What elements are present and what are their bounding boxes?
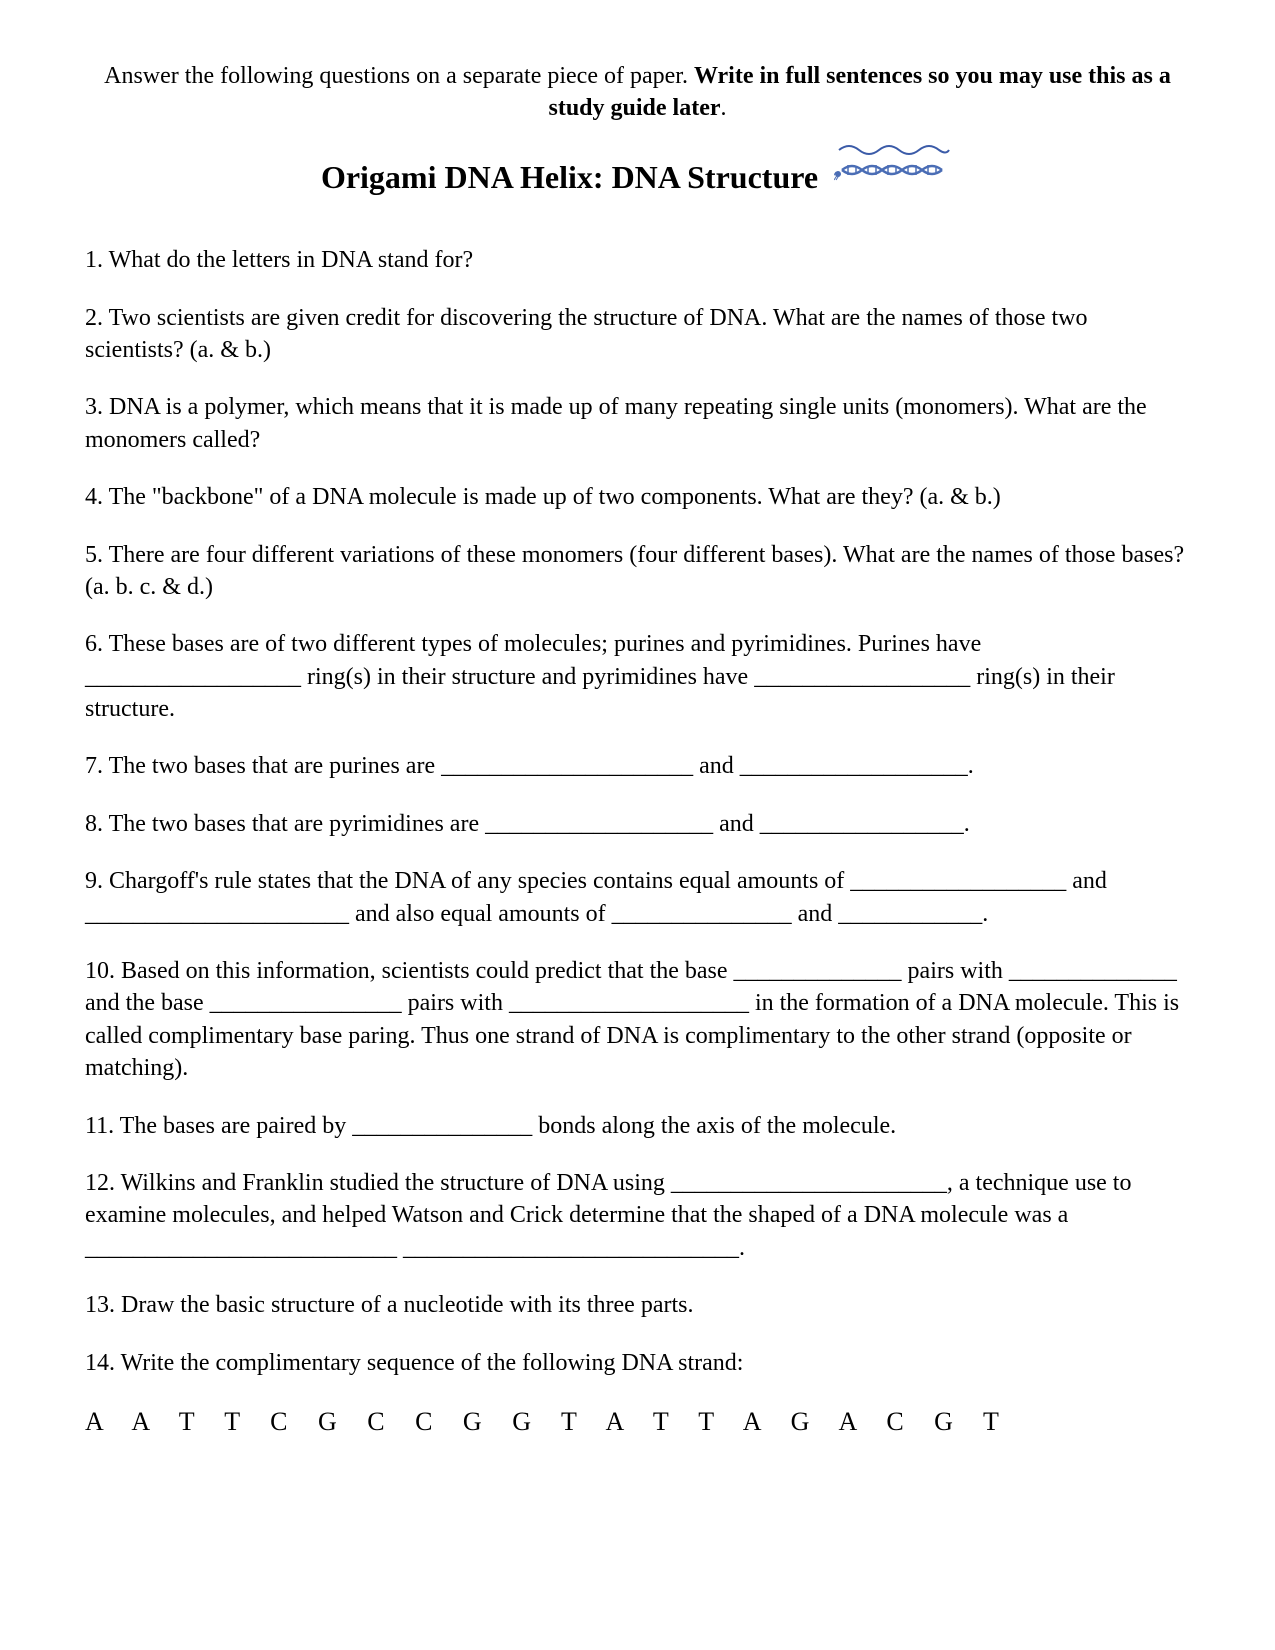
question-7: 7. The two bases that are purines are __… (85, 750, 1190, 782)
question-2: 2. Two scientists are given credit for d… (85, 302, 1190, 367)
question-5: 5. There are four different variations o… (85, 539, 1190, 604)
question-9: 9. Chargoff's rule states that the DNA o… (85, 865, 1190, 930)
question-8: 8. The two bases that are pyrimidines ar… (85, 808, 1190, 840)
question-11: 11. The bases are paired by ____________… (85, 1110, 1190, 1142)
question-12: 12. Wilkins and Franklin studied the str… (85, 1167, 1190, 1264)
question-1: 1. What do the letters in DNA stand for? (85, 244, 1190, 276)
instructions-text-3: . (721, 95, 727, 121)
question-14: 14. Write the complimentary sequence of … (85, 1347, 1190, 1379)
dna-helix-icon (834, 140, 954, 194)
question-6: 6. These bases are of two different type… (85, 628, 1190, 725)
question-13: 13. Draw the basic structure of a nucleo… (85, 1289, 1190, 1321)
page-title: Origami DNA Helix: DNA Structure (321, 156, 818, 199)
instructions-block: Answer the following questions on a sepa… (85, 60, 1190, 125)
question-3: 3. DNA is a polymer, which means that it… (85, 391, 1190, 456)
question-10: 10. Based on this information, scientist… (85, 955, 1190, 1085)
question-4: 4. The "backbone" of a DNA molecule is m… (85, 481, 1190, 513)
instructions-text-1: Answer the following questions on a sepa… (104, 63, 694, 89)
title-row: Origami DNA Helix: DNA Structure (85, 155, 1190, 209)
dna-sequence: A A T T C G C C G G T A T T A G A C G T (85, 1404, 1190, 1439)
